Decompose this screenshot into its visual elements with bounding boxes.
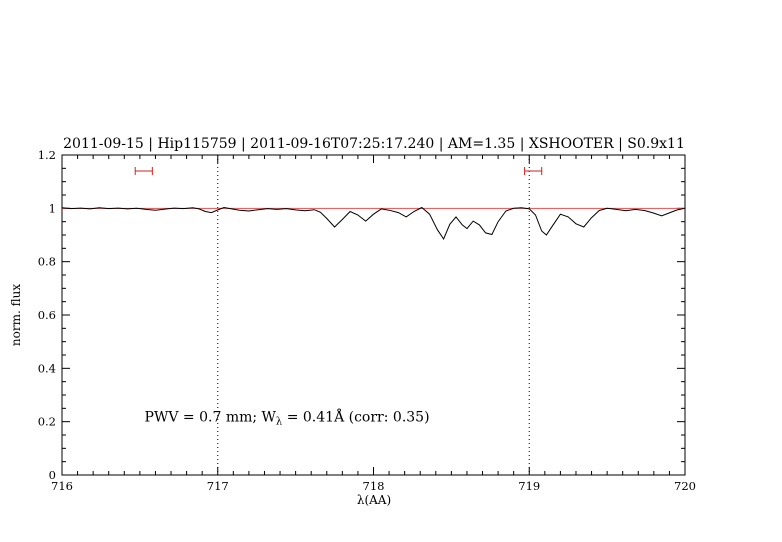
y-axis-label: norm. flux [9, 284, 23, 346]
plot-frame [61, 154, 686, 476]
x-tick-labels: 716 717 718 719 720 [51, 479, 696, 493]
y-tick-label: 0.4 [38, 361, 56, 375]
y-tick-label: 1 [49, 201, 56, 215]
y-tick-label: 0.6 [38, 308, 56, 322]
y-tick-label: 0 [49, 468, 56, 482]
annotation-suffix: = 0.41Å (corr: 0.35) [282, 408, 429, 426]
interval-marker [524, 167, 543, 175]
y-tick-label: 0.8 [38, 255, 56, 269]
plot-title: 2011-09-15 | Hip115759 | 2011-09-16T07:2… [63, 136, 685, 152]
x-tick-label: 716 [51, 479, 73, 493]
interval-marker [134, 167, 153, 175]
x-tick-label: 717 [207, 479, 229, 493]
annotation-prefix: PWV = 0.7 mm; W [145, 410, 277, 426]
interval-markers [134, 167, 543, 175]
y-tick-label: 0.2 [38, 415, 56, 429]
x-tick-label: 718 [363, 479, 385, 493]
pwv-annotation: PWV = 0.7 mm; Wλ = 0.41Å (corr: 0.35) [145, 408, 430, 428]
y-tick-labels: 0 0.2 0.4 0.6 0.8 1 1.2 [38, 148, 56, 482]
y-tick-label: 1.2 [38, 148, 56, 162]
x-tick-label: 720 [674, 479, 696, 493]
x-axis-label: λ(AA) [357, 493, 391, 507]
dotted-gridlines [217, 155, 530, 475]
axis-ticks [61, 154, 686, 476]
spectrum-line [61, 206, 686, 241]
x-tick-label: 719 [518, 479, 540, 493]
annotation-subscript: λ [276, 417, 283, 428]
